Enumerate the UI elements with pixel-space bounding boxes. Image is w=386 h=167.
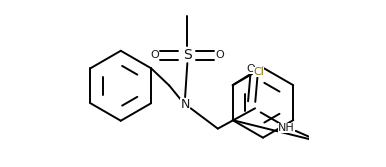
Text: O: O	[246, 64, 255, 74]
Text: O: O	[150, 50, 159, 60]
Text: S: S	[183, 48, 192, 62]
Text: N: N	[180, 98, 190, 111]
Text: O: O	[216, 50, 224, 60]
Text: Cl: Cl	[253, 67, 264, 77]
Text: NH: NH	[278, 123, 295, 132]
